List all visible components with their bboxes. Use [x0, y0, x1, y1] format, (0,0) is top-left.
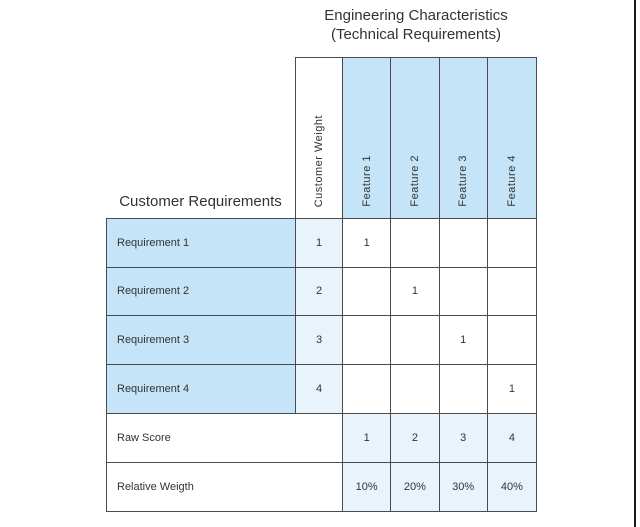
- customer-requirements-heading: Customer Requirements: [119, 193, 282, 210]
- column-header-customer-weight: Customer Weight: [296, 58, 343, 218]
- requirement-name-cell: Requirement 2: [107, 267, 296, 315]
- relative-weight-value: 20%: [391, 462, 440, 511]
- matrix-cell: [487, 316, 536, 364]
- matrix-title-line2: (Technical Requirements): [330, 26, 502, 43]
- column-header-label: Feature 4: [505, 155, 518, 207]
- raw-score-label: Raw Score: [107, 414, 343, 462]
- matrix-cell: 1: [391, 267, 440, 315]
- matrix-title: Engineering Characteristics (Technical R…: [295, 6, 537, 44]
- matrix-cell: [343, 364, 392, 413]
- summary-rows: Raw Score 1 2 3 4 Relative Weigth 10% 20…: [106, 414, 537, 512]
- requirement-row-2: Requirement 2 2 1: [107, 267, 536, 316]
- column-headers: Customer Weight Feature 1 Feature 2 Feat…: [295, 57, 537, 218]
- column-header-feature-2: Feature 2: [391, 58, 440, 218]
- customer-weight-cell: 2: [296, 267, 343, 315]
- matrix-cell: 1: [487, 364, 536, 413]
- raw-score-value: 1: [343, 414, 392, 462]
- requirement-row-4: Requirement 4 4 1: [107, 364, 536, 413]
- column-header-label: Feature 3: [457, 155, 470, 207]
- relative-weight-row: Relative Weigth 10% 20% 30% 40%: [107, 462, 536, 511]
- relative-weight-value: 10%: [343, 462, 392, 511]
- relative-weight-value: 30%: [439, 462, 488, 511]
- matrix-title-line1: Engineering Characteristics: [324, 7, 508, 24]
- matrix-cell: 1: [439, 316, 488, 364]
- raw-score-value: 2: [391, 414, 440, 462]
- column-header-label: Customer Weight: [313, 114, 325, 207]
- raw-score-row: Raw Score 1 2 3 4: [107, 414, 536, 463]
- matrix-cell: [487, 267, 536, 315]
- requirement-row-1: Requirement 1 1 1: [107, 219, 536, 268]
- matrix-cell: [343, 267, 392, 315]
- matrix-cell: 1: [343, 219, 392, 267]
- matrix-cell: [391, 316, 440, 364]
- page-edge-line: [634, 0, 636, 527]
- raw-score-value: 3: [439, 414, 488, 462]
- matrix-cell: [487, 219, 536, 267]
- matrix-cell: [439, 267, 488, 315]
- matrix-body: Requirement 1 1 1 Requirement 2 2 1 Requ…: [106, 218, 537, 414]
- matrix-cell: [439, 364, 488, 413]
- raw-score-value: 4: [487, 414, 536, 462]
- matrix-cell: [391, 219, 440, 267]
- requirement-row-3: Requirement 3 3 1: [107, 316, 536, 365]
- relative-weight-value: 40%: [487, 462, 536, 511]
- requirement-name-cell: Requirement 1: [107, 219, 296, 267]
- requirement-name-cell: Requirement 3: [107, 316, 296, 364]
- column-header-label: Feature 2: [408, 155, 421, 207]
- column-header-label: Feature 1: [360, 155, 373, 207]
- customer-weight-cell: 1: [296, 219, 343, 267]
- customer-weight-cell: 3: [296, 316, 343, 364]
- requirement-name-cell: Requirement 4: [107, 364, 296, 413]
- customer-weight-cell: 4: [296, 364, 343, 413]
- column-header-feature-1: Feature 1: [343, 58, 392, 218]
- relative-weight-label: Relative Weigth: [107, 462, 343, 511]
- column-header-feature-4: Feature 4: [487, 58, 536, 218]
- matrix-cell: [439, 219, 488, 267]
- column-header-feature-3: Feature 3: [439, 58, 488, 218]
- matrix-cell: [391, 364, 440, 413]
- matrix-cell: [343, 316, 392, 364]
